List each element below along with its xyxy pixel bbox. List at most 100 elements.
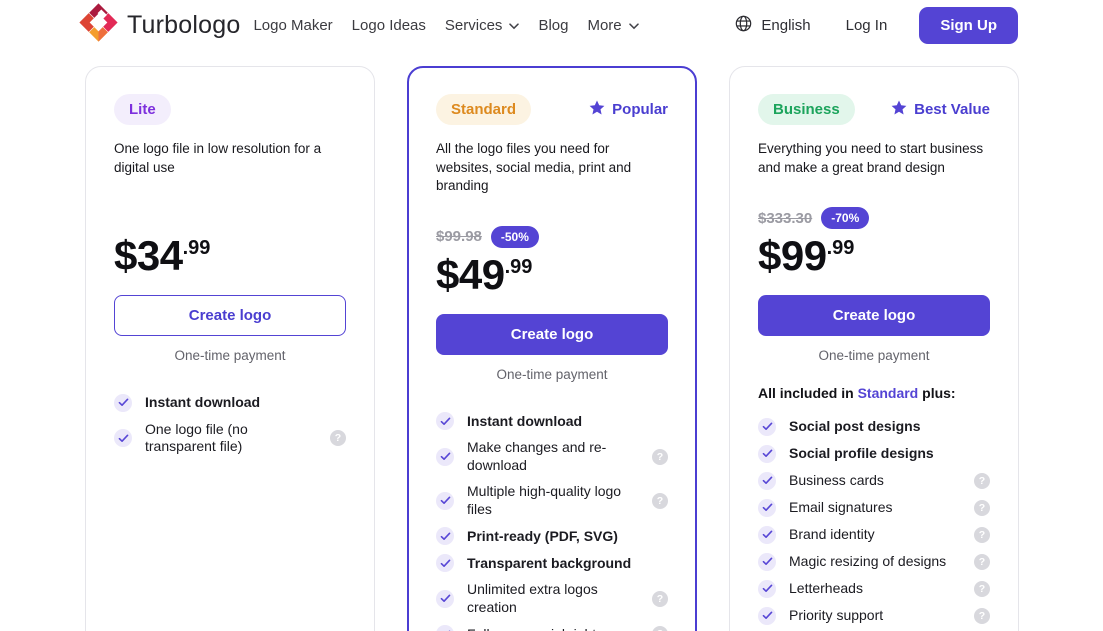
discount-row: $333.30 -70% bbox=[758, 207, 990, 230]
pricing-card: Lite One logo file in low resolution for… bbox=[85, 66, 375, 631]
create-logo-button[interactable]: Create logo bbox=[758, 295, 990, 337]
top-navigation-bar: Turbologo Logo Maker Logo Ideas Services… bbox=[0, 0, 1103, 50]
check-icon bbox=[436, 527, 454, 546]
feature-row: Email signatures ? bbox=[758, 494, 990, 521]
nav-item[interactable]: Blog bbox=[538, 17, 568, 34]
pricing-plans: Lite One logo file in low resolution for… bbox=[0, 50, 1103, 631]
nav-item-label: More bbox=[587, 16, 622, 34]
nav-item[interactable]: Services bbox=[445, 17, 520, 34]
help-icon[interactable]: ? bbox=[652, 590, 668, 607]
discount-badge: -70% bbox=[821, 207, 870, 230]
language-selector[interactable]: English bbox=[735, 15, 811, 36]
globe-icon bbox=[735, 15, 752, 36]
plan-header-row: Business Best Value bbox=[758, 94, 990, 125]
feature-row: Multiple high-quality logo files ? bbox=[436, 479, 668, 523]
feature-label: Social post designs bbox=[789, 418, 921, 434]
features-intro-text: All included in bbox=[758, 385, 858, 402]
sign-up-button[interactable]: Sign Up bbox=[919, 6, 1018, 44]
feature-row: Instant download bbox=[436, 408, 668, 435]
help-icon[interactable]: ? bbox=[652, 626, 668, 631]
check-icon bbox=[436, 625, 454, 631]
help-icon[interactable]: ? bbox=[974, 526, 990, 543]
payment-note: One-time payment bbox=[496, 366, 608, 382]
payment-note: One-time payment bbox=[174, 348, 286, 364]
check-icon bbox=[758, 444, 776, 463]
feature-label: Social profile designs bbox=[789, 445, 934, 461]
original-price: $99.98 bbox=[436, 228, 482, 246]
feature-label: Full commercial rights bbox=[467, 626, 639, 631]
brand-name: Turbologo bbox=[127, 10, 241, 39]
log-in-link[interactable]: Log In bbox=[845, 16, 888, 34]
star-icon bbox=[589, 100, 605, 119]
check-icon bbox=[758, 417, 776, 436]
price-cents: .99 bbox=[182, 237, 211, 260]
feature-label: Email signatures bbox=[789, 499, 893, 515]
nav-item-label: Services bbox=[444, 16, 503, 34]
plan-tag-label: Popular bbox=[612, 101, 668, 118]
header-right-group: English Log In Sign Up bbox=[735, 6, 1018, 44]
help-icon[interactable]: ? bbox=[974, 607, 990, 624]
brand-logo[interactable]: Turbologo bbox=[78, 2, 240, 48]
help-icon[interactable]: ? bbox=[974, 553, 990, 570]
feature-list: Instant download Make changes and re-dow… bbox=[436, 408, 668, 631]
feature-label: Priority support bbox=[789, 607, 884, 623]
plan-price: $34.99 bbox=[114, 235, 346, 277]
feature-label: Unlimited extra logos creation bbox=[467, 581, 598, 615]
price-amount: $49 bbox=[436, 250, 505, 298]
check-icon bbox=[114, 429, 132, 448]
feature-label: Instant download bbox=[145, 394, 261, 410]
nav-item[interactable]: Logo Maker bbox=[253, 17, 332, 34]
feature-row: Full commercial rights ? bbox=[436, 621, 668, 631]
help-icon[interactable]: ? bbox=[974, 499, 990, 516]
nav-item[interactable]: Logo Ideas bbox=[352, 17, 426, 34]
plan-header-row: Lite bbox=[114, 94, 346, 125]
help-icon[interactable]: ? bbox=[330, 430, 346, 447]
chevron-down-icon bbox=[509, 22, 520, 30]
feature-row: Magic resizing of designs ? bbox=[758, 548, 990, 575]
feature-label: Letterheads bbox=[789, 580, 863, 596]
price-cents: .99 bbox=[826, 237, 855, 260]
nav-item-label: Blog bbox=[538, 16, 569, 34]
feature-row: Business cards ? bbox=[758, 467, 990, 494]
feature-label: Multiple high-quality logo files bbox=[467, 483, 622, 517]
price-cents: .99 bbox=[504, 255, 533, 278]
discount-badge: -50% bbox=[490, 225, 539, 248]
payment-note: One-time payment bbox=[818, 348, 930, 364]
plan-price: $49.99 bbox=[436, 250, 668, 298]
create-logo-button[interactable]: Create logo bbox=[436, 313, 668, 355]
check-icon bbox=[436, 491, 454, 510]
plan-badge: Business bbox=[758, 94, 855, 125]
help-icon[interactable]: ? bbox=[652, 492, 668, 509]
create-logo-button[interactable]: Create logo bbox=[114, 295, 346, 337]
price-amount: $99 bbox=[758, 232, 827, 280]
feature-label: Business cards bbox=[789, 472, 884, 488]
help-icon[interactable]: ? bbox=[652, 448, 668, 465]
star-icon bbox=[891, 100, 907, 119]
features-intro-plan-link[interactable]: Standard bbox=[857, 385, 919, 402]
language-label: English bbox=[761, 16, 811, 34]
check-icon bbox=[436, 554, 454, 573]
check-icon bbox=[758, 498, 776, 517]
check-icon bbox=[436, 589, 454, 608]
plan-price: $99.99 bbox=[758, 235, 990, 277]
features-intro-suffix: plus: bbox=[918, 385, 956, 402]
plan-tag: Best Value bbox=[891, 100, 990, 119]
check-icon bbox=[758, 471, 776, 490]
nav-item-label: Logo Maker bbox=[253, 16, 333, 34]
feature-row: Letterheads ? bbox=[758, 575, 990, 602]
chevron-down-icon bbox=[628, 22, 639, 30]
feature-label: Make changes and re-download bbox=[467, 439, 607, 473]
feature-label: Magic resizing of designs bbox=[789, 553, 947, 569]
nav-item[interactable]: More bbox=[587, 16, 639, 34]
help-icon[interactable]: ? bbox=[974, 472, 990, 489]
feature-row: Priority support ? bbox=[758, 602, 990, 629]
plan-tag-label: Best Value bbox=[914, 101, 990, 118]
help-icon[interactable]: ? bbox=[974, 580, 990, 597]
original-price: $333.30 bbox=[758, 209, 813, 227]
nav-item-label: Logo Ideas bbox=[351, 16, 426, 34]
plan-header-row: Standard Popular bbox=[436, 94, 668, 125]
pricing-card: Business Best Value Everything you need … bbox=[729, 66, 1019, 631]
feature-label: Instant download bbox=[467, 412, 583, 429]
feature-list: Social post designs Social profile desig… bbox=[758, 413, 990, 629]
plan-badge: Lite bbox=[114, 94, 171, 125]
